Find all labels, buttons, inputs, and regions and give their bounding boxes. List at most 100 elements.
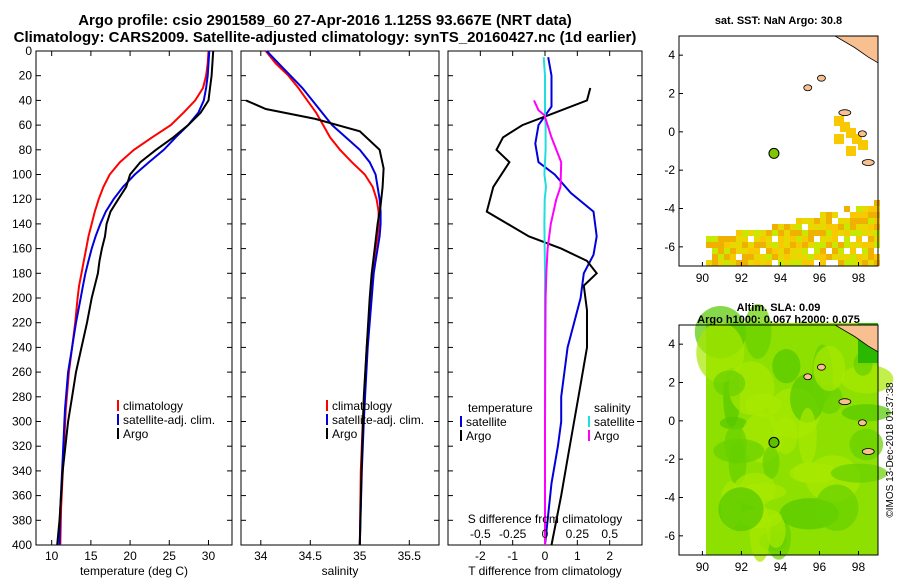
map-subtitle: Argo h1000: 0.067 h2000: 0.075 — [697, 314, 860, 326]
sst-cell — [838, 230, 844, 236]
sst-cell — [718, 242, 724, 248]
sst-cell — [826, 224, 832, 230]
sst-cell — [712, 260, 718, 266]
map-y-tick-label: -2 — [664, 163, 675, 177]
sst-cell — [784, 224, 790, 230]
sst-cell — [874, 242, 880, 248]
sst-cell — [754, 230, 760, 236]
land-island — [817, 363, 826, 371]
sst-cell — [832, 242, 838, 248]
sst-cell — [850, 254, 856, 260]
map-x-tick-label: 94 — [774, 560, 788, 574]
sst-cell — [820, 230, 826, 236]
sst-cell — [850, 248, 856, 254]
map-x-tick-label: 90 — [696, 560, 710, 574]
sst-cell — [832, 230, 838, 236]
sst-cell — [778, 248, 784, 254]
map-x-tick-label: 98 — [852, 560, 866, 574]
sst-cell — [796, 224, 802, 230]
sst-cell — [772, 230, 778, 236]
sst-cell — [718, 248, 724, 254]
sst-cell — [838, 254, 844, 260]
sst-cell — [754, 260, 760, 266]
sst-cell — [790, 260, 796, 266]
sst-cell — [814, 254, 820, 260]
map-y-tick-label: -6 — [664, 529, 675, 543]
map-y-tick-label: 0 — [668, 125, 675, 139]
sst-cell — [796, 230, 802, 236]
sst-cell — [862, 206, 868, 212]
sst-cell — [802, 254, 808, 260]
sst-cell — [838, 248, 844, 254]
sst-cell — [826, 242, 832, 248]
sst-cell — [766, 236, 772, 242]
sst-cell — [766, 230, 772, 236]
x-tick-label: 15 — [84, 549, 98, 563]
y-tick-label: 380 — [12, 513, 32, 527]
x-tick-label: 35 — [353, 549, 367, 563]
sst-cell — [778, 242, 784, 248]
sst-cell — [856, 260, 862, 266]
sst-cell — [748, 242, 754, 248]
series-line-diff-1 — [485, 87, 599, 546]
sst-cell — [742, 254, 748, 260]
y-tick-label: 320 — [12, 439, 32, 453]
sst-cell — [742, 236, 748, 242]
series-line-temperature-0 — [59, 50, 210, 546]
sst-cell — [814, 248, 820, 254]
sst-cell — [784, 230, 790, 236]
sst-cell — [796, 236, 802, 242]
sst-cell — [856, 212, 862, 218]
land-island — [803, 84, 813, 92]
sst-cell — [748, 230, 754, 236]
sst-cell — [862, 212, 868, 218]
sst-cell — [778, 260, 784, 266]
top-axis-label: S difference from climatology — [468, 512, 623, 526]
sst-cell — [844, 236, 850, 242]
sst-cell — [712, 248, 718, 254]
map-frame — [678, 324, 879, 556]
x-tick-label: -2 — [475, 549, 486, 563]
y-tick-label: 300 — [12, 415, 32, 429]
sst-cell — [730, 236, 736, 242]
sst-cell — [736, 236, 742, 242]
x-tick-label: 25 — [163, 549, 177, 563]
x-tick-label: 35.5 — [398, 549, 422, 563]
x-axis-label: salinity — [322, 564, 359, 578]
argo-position-marker — [768, 436, 780, 448]
sst-cell — [868, 224, 874, 230]
land-island — [838, 109, 852, 117]
y-tick-label: 240 — [12, 340, 32, 354]
y-tick-label: 340 — [12, 464, 32, 478]
sst-cell — [748, 248, 754, 254]
map-x-tick-label: 94 — [774, 271, 788, 285]
y-tick-label: 220 — [12, 316, 32, 330]
sst-cell — [802, 260, 808, 266]
sst-cell — [826, 218, 832, 224]
sst-cell — [820, 236, 826, 242]
map-x-tick-label: 98 — [852, 271, 866, 285]
sst-cell — [874, 200, 880, 206]
sst-cell — [844, 206, 850, 212]
x-tick-label: 0 — [542, 549, 549, 563]
map-title: sat. SST: NaN Argo: 30.8 — [715, 15, 842, 27]
sst-cell — [718, 254, 724, 260]
y-tick-label: 200 — [12, 291, 32, 305]
sst-cell — [724, 260, 730, 266]
legend-label: climatology — [123, 399, 183, 413]
sst-cell — [814, 230, 820, 236]
sst-cell — [778, 254, 784, 260]
series-line-diff-3 — [533, 99, 563, 545]
sst-cell — [784, 242, 790, 248]
sst-cell — [730, 260, 736, 266]
sst-cell — [850, 260, 856, 266]
sla-blob — [789, 463, 840, 484]
sst-cell — [844, 224, 850, 230]
sst-cell — [790, 254, 796, 260]
sst-cell — [766, 254, 772, 260]
sst-cell — [856, 206, 862, 212]
sst-cell — [826, 236, 832, 242]
sla-blob — [813, 345, 846, 392]
sst-cell — [730, 242, 736, 248]
sst-cell — [784, 236, 790, 242]
